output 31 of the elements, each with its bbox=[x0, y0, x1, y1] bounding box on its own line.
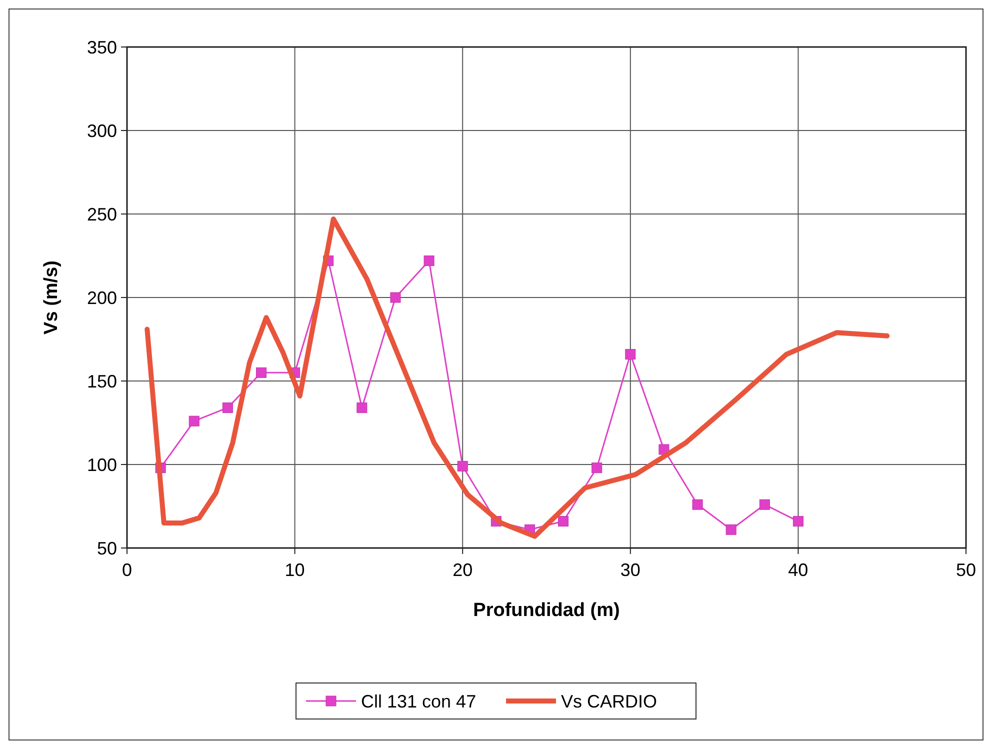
point bbox=[424, 256, 434, 266]
point bbox=[457, 460, 468, 472]
y-tick-label: 50 bbox=[96, 538, 117, 558]
y-tick-label: 300 bbox=[86, 120, 117, 141]
legend-label: Cll 131 con 47 bbox=[361, 691, 476, 712]
x-tick-label: 50 bbox=[956, 560, 976, 580]
point bbox=[692, 499, 703, 510]
point bbox=[592, 462, 602, 474]
y-tick-label: 250 bbox=[86, 204, 117, 224]
point bbox=[188, 416, 200, 426]
x-tick-label: 10 bbox=[284, 560, 305, 580]
point bbox=[356, 402, 368, 413]
x-axis-title: Profundidad (m) bbox=[473, 600, 620, 621]
x-tick-label: 0 bbox=[122, 560, 132, 580]
x-tick-label: 20 bbox=[452, 560, 473, 580]
y-axis-title: Vs (m/s) bbox=[41, 260, 62, 334]
y-tick-label: 200 bbox=[86, 288, 117, 308]
point bbox=[625, 349, 636, 360]
y-tick-label: 150 bbox=[86, 371, 117, 392]
x-tick-label: 30 bbox=[620, 560, 640, 580]
point bbox=[726, 524, 736, 535]
point bbox=[558, 516, 569, 527]
y-tick-label: 100 bbox=[86, 454, 117, 475]
y-tick-label: 350 bbox=[86, 37, 117, 58]
point bbox=[759, 499, 770, 510]
point bbox=[390, 292, 401, 303]
x-tick-label: 40 bbox=[788, 560, 808, 580]
point bbox=[256, 367, 266, 378]
legend-label: Vs CARDIO bbox=[561, 691, 658, 712]
point bbox=[792, 516, 804, 527]
point bbox=[222, 402, 233, 413]
